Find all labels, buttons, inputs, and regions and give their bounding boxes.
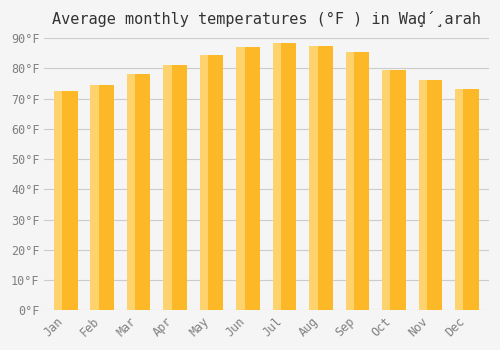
Bar xyxy=(455,90,479,310)
Bar xyxy=(455,90,464,310)
Bar xyxy=(236,47,244,310)
Bar xyxy=(54,91,62,310)
Bar xyxy=(164,65,172,310)
Bar xyxy=(127,74,135,310)
Bar xyxy=(382,70,390,310)
Bar xyxy=(127,74,150,310)
Bar xyxy=(236,47,260,310)
Bar xyxy=(272,43,296,310)
Bar xyxy=(346,51,370,310)
Bar xyxy=(90,85,98,310)
Bar xyxy=(54,91,78,310)
Title: Average monthly temperatures (°F ) in Waḑ̧́arah: Average monthly temperatures (°F ) in Wa… xyxy=(52,11,481,27)
Bar xyxy=(272,43,281,310)
Bar xyxy=(90,85,114,310)
Bar xyxy=(382,70,406,310)
Bar xyxy=(346,51,354,310)
Bar xyxy=(309,46,318,310)
Bar xyxy=(164,65,187,310)
Bar xyxy=(309,46,333,310)
Bar xyxy=(200,55,224,310)
Bar xyxy=(418,80,427,310)
Bar xyxy=(418,80,442,310)
Bar xyxy=(200,55,208,310)
